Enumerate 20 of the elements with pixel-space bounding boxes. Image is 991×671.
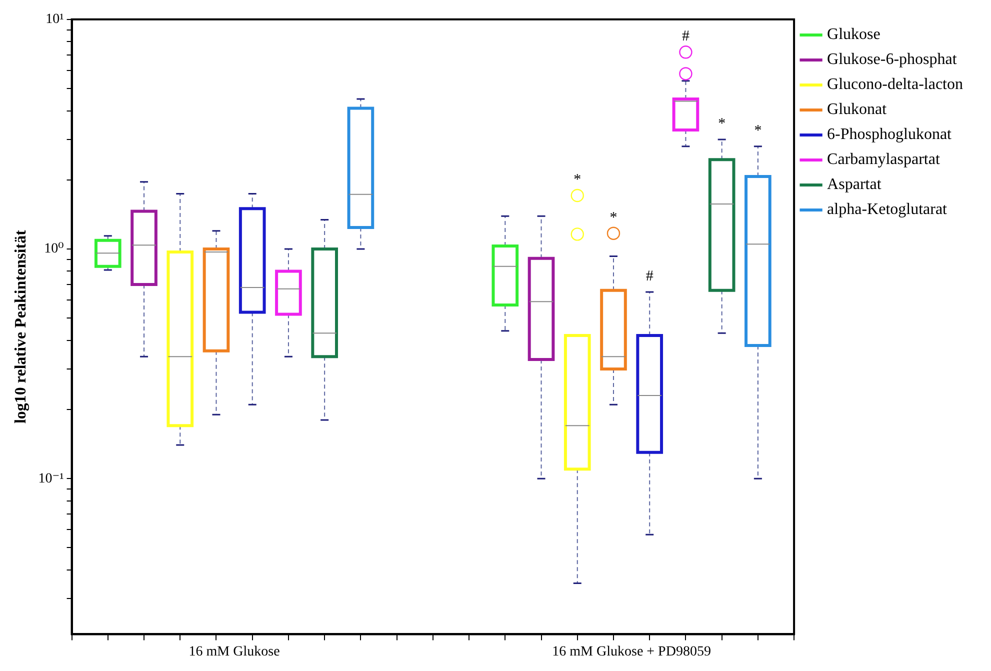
y-tick-label: 10¹ <box>46 12 64 28</box>
annotation: * <box>574 172 582 188</box>
y-tick-label: 10⁻¹ <box>38 471 64 486</box>
legend-label: alpha-Ketoglutarat <box>827 201 948 218</box>
legend-label: 6-Phosphoglukonat <box>827 126 952 144</box>
legend-label: Glukose-6-phosphat <box>827 51 958 68</box>
legend-label: Glukose <box>827 26 880 44</box>
x-tick-label: 16 mM Glukose + PD98059 <box>552 644 711 660</box>
annotation: * <box>754 122 762 139</box>
x-tick-label: 16 mM Glukose <box>188 644 280 660</box>
annotation: * <box>610 210 618 226</box>
annotation: # <box>682 28 690 45</box>
legend-label: Aspartat <box>827 176 882 194</box>
legend-label: Carbamylaspartat <box>827 151 940 168</box>
legend-label: Glukonat <box>827 101 888 118</box>
legend-label: Glucono-delta-lacton <box>827 76 964 94</box>
y-tick-label: 10⁰ <box>44 242 64 257</box>
y-axis-title: log10 relative Peakintensität <box>12 229 30 424</box>
annotation: # <box>646 268 654 284</box>
annotation: * <box>718 116 726 132</box>
